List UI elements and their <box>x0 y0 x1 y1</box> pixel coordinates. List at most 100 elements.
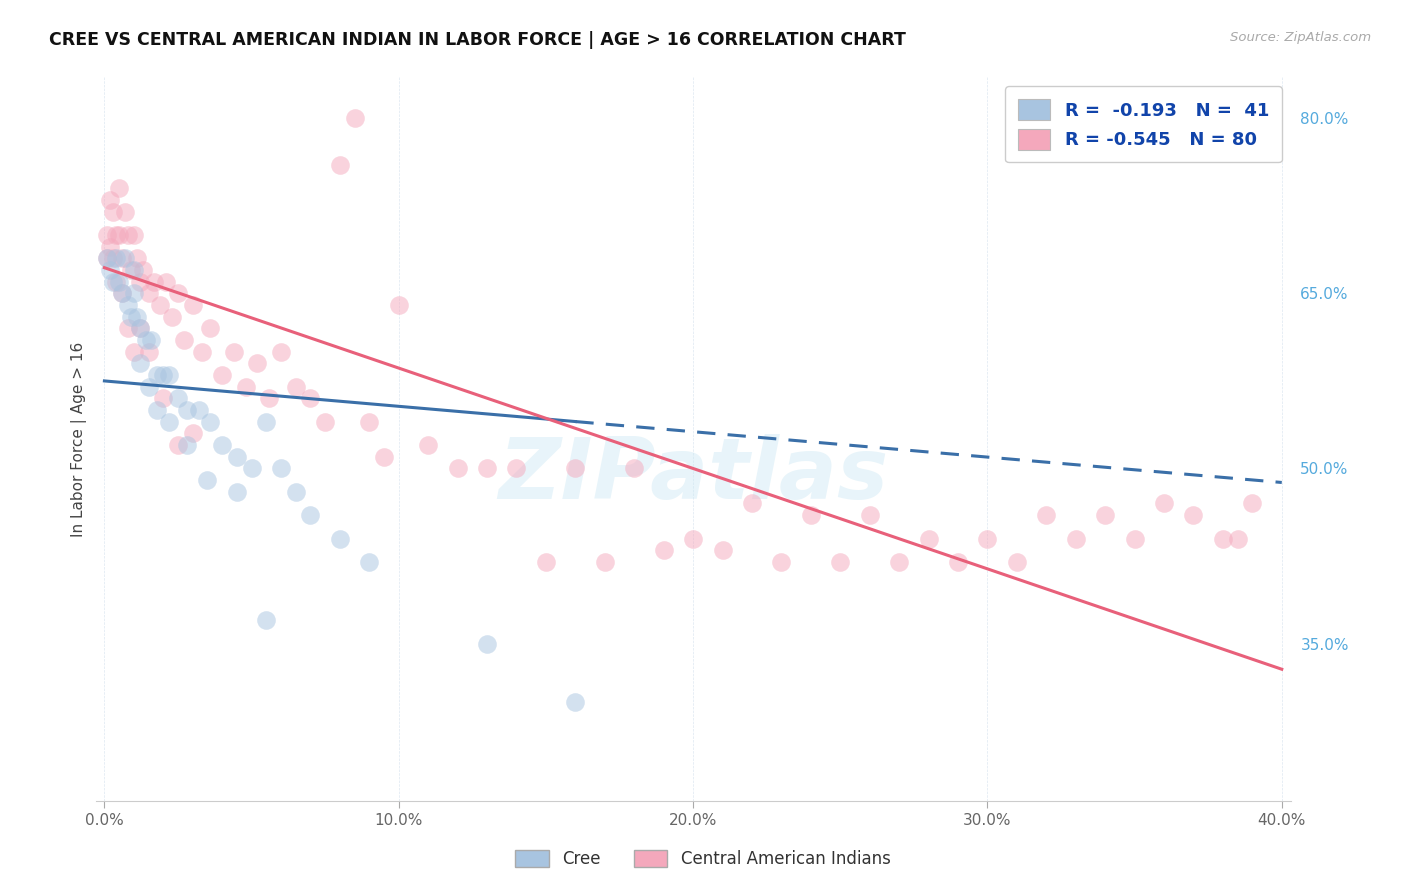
Point <box>108 181 131 195</box>
Point <box>96 252 118 266</box>
Point <box>105 275 128 289</box>
Point <box>96 252 118 266</box>
Point <box>741 496 763 510</box>
Text: Source: ZipAtlas.com: Source: ZipAtlas.com <box>1230 31 1371 45</box>
Point <box>284 484 307 499</box>
Point <box>887 555 910 569</box>
Point <box>96 227 118 242</box>
Point <box>329 532 352 546</box>
Point <box>770 555 793 569</box>
Point <box>125 310 148 324</box>
Point <box>117 321 139 335</box>
Point <box>270 461 292 475</box>
Point <box>152 392 174 406</box>
Point <box>564 461 586 475</box>
Point <box>190 344 212 359</box>
Point <box>359 555 381 569</box>
Point <box>176 438 198 452</box>
Point <box>160 310 183 324</box>
Point <box>254 613 277 627</box>
Point <box>103 204 125 219</box>
Point <box>167 392 190 406</box>
Point <box>800 508 823 523</box>
Point <box>176 403 198 417</box>
Point <box>505 461 527 475</box>
Point <box>111 286 134 301</box>
Point <box>122 227 145 242</box>
Point <box>128 321 150 335</box>
Text: ZIPatlas: ZIPatlas <box>498 434 889 517</box>
Point <box>1123 532 1146 546</box>
Point <box>122 263 145 277</box>
Point <box>830 555 852 569</box>
Point <box>1153 496 1175 510</box>
Point <box>314 415 336 429</box>
Point <box>1212 532 1234 546</box>
Point <box>120 310 142 324</box>
Point <box>257 392 280 406</box>
Point <box>711 543 734 558</box>
Point <box>152 368 174 383</box>
Point <box>475 461 498 475</box>
Legend: Cree, Central American Indians: Cree, Central American Indians <box>509 843 897 875</box>
Point <box>181 298 204 312</box>
Point <box>120 263 142 277</box>
Point <box>135 333 157 347</box>
Point <box>284 380 307 394</box>
Point <box>146 403 169 417</box>
Point <box>122 286 145 301</box>
Point <box>103 275 125 289</box>
Point <box>122 344 145 359</box>
Point <box>157 415 180 429</box>
Point <box>329 158 352 172</box>
Point <box>1064 532 1087 546</box>
Point <box>917 532 939 546</box>
Point <box>108 227 131 242</box>
Point <box>98 240 121 254</box>
Point <box>564 695 586 709</box>
Point <box>1241 496 1264 510</box>
Point <box>143 275 166 289</box>
Point <box>388 298 411 312</box>
Point <box>138 344 160 359</box>
Point <box>117 227 139 242</box>
Point <box>197 473 219 487</box>
Point <box>235 380 257 394</box>
Point <box>299 392 322 406</box>
Point <box>593 555 616 569</box>
Point <box>128 275 150 289</box>
Point <box>141 333 163 347</box>
Point <box>200 415 222 429</box>
Point <box>240 461 263 475</box>
Point <box>682 532 704 546</box>
Point <box>475 636 498 650</box>
Point <box>187 403 209 417</box>
Point <box>270 344 292 359</box>
Point <box>167 286 190 301</box>
Point <box>246 356 269 370</box>
Point <box>418 438 440 452</box>
Legend: R =  -0.193   N =  41, R = -0.545   N = 80: R = -0.193 N = 41, R = -0.545 N = 80 <box>1005 87 1282 162</box>
Point <box>534 555 557 569</box>
Point <box>181 426 204 441</box>
Point <box>167 438 190 452</box>
Point <box>146 368 169 383</box>
Point <box>222 344 245 359</box>
Point <box>157 368 180 383</box>
Point <box>125 252 148 266</box>
Point <box>225 450 247 464</box>
Point <box>1182 508 1205 523</box>
Point <box>98 193 121 207</box>
Point <box>128 356 150 370</box>
Point <box>131 263 153 277</box>
Point <box>211 368 233 383</box>
Point <box>117 298 139 312</box>
Point <box>173 333 195 347</box>
Point <box>111 286 134 301</box>
Point <box>1035 508 1057 523</box>
Point <box>128 321 150 335</box>
Point <box>200 321 222 335</box>
Point <box>1094 508 1116 523</box>
Point <box>155 275 177 289</box>
Point <box>98 263 121 277</box>
